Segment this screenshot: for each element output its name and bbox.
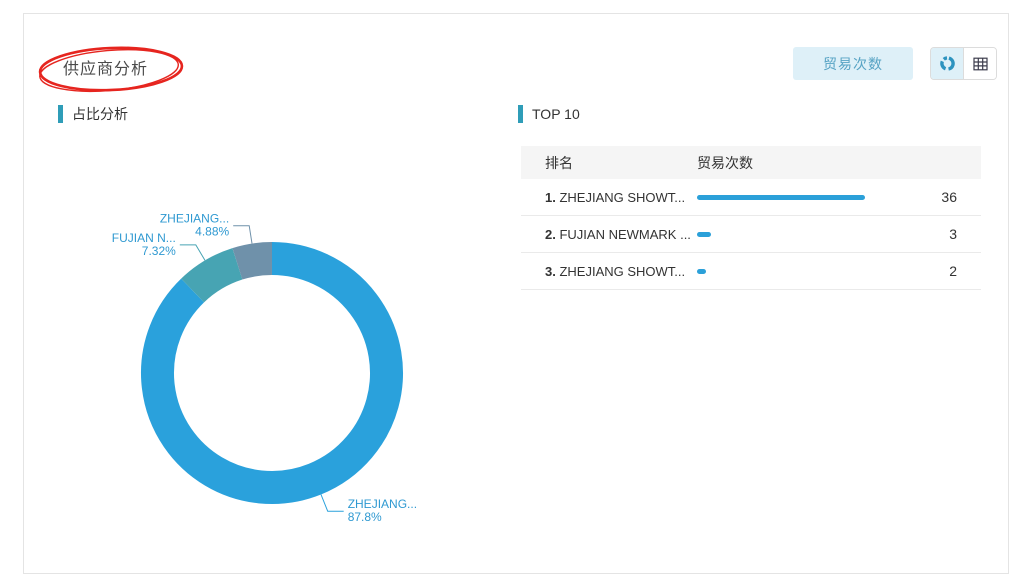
row-value: 36 xyxy=(941,189,957,205)
row-company: ZHEJIANG SHOWT... xyxy=(559,189,686,205)
row-value-bar xyxy=(697,194,865,200)
view-toggle-group xyxy=(930,47,997,80)
row-rank: 2. xyxy=(545,226,556,242)
pie-label: ZHEJIANG... 87.8% xyxy=(348,497,417,524)
trade-count-metric-button[interactable]: 贸易次数 xyxy=(793,47,913,80)
row-name: 1. ZHEJIANG SHOWT... xyxy=(521,190,697,205)
row-value-bar xyxy=(697,231,711,237)
row-name: 2. FUJIAN NEWMARK ... xyxy=(521,227,697,242)
table-row[interactable]: 3. ZHEJIANG SHOWT... 2 xyxy=(521,253,981,290)
pie-label: ZHEJIANG... 4.88% xyxy=(160,212,230,239)
section-accent-bar xyxy=(518,105,523,123)
row-name: 3. ZHEJIANG SHOWT... xyxy=(521,264,697,279)
donut-chart[interactable] xyxy=(141,242,403,504)
row-rank: 1. xyxy=(545,189,556,205)
table-header-row: 排名 贸易次数 xyxy=(521,146,981,179)
section-accent-bar xyxy=(58,105,63,123)
row-rank: 3. xyxy=(545,263,556,279)
row-company: ZHEJIANG SHOWT... xyxy=(559,263,686,279)
table-view-button[interactable] xyxy=(963,48,996,79)
row-bar-track xyxy=(697,194,897,200)
chart-view-button[interactable] xyxy=(931,48,963,79)
row-value: 3 xyxy=(949,226,957,242)
table-row[interactable]: 1. ZHEJIANG SHOWT... 36 xyxy=(521,179,981,216)
table-row[interactable]: 2. FUJIAN NEWMARK ... 3 xyxy=(521,216,981,253)
row-bar-track xyxy=(697,231,897,237)
header-metric: 贸易次数 xyxy=(697,154,753,171)
row-bar-track xyxy=(697,268,897,274)
section-proportion: 占比分析 xyxy=(58,104,128,124)
pie-label: FUJIAN N... 7.32% xyxy=(112,231,176,258)
supplier-analysis-card: 供应商分析 贸易次数 占比分析 TOP 10 xyxy=(23,13,1009,574)
section-top10: TOP 10 xyxy=(518,104,580,124)
page-title: 供应商分析 xyxy=(63,61,149,78)
donut-chart-icon xyxy=(939,56,955,71)
header-rank: 排名 xyxy=(545,154,573,171)
section-top10-label: TOP 10 xyxy=(532,106,580,122)
row-value: 2 xyxy=(949,263,957,279)
top10-table: 排名 贸易次数 1. ZHEJIANG SHOWT... 36 2. FUJIA… xyxy=(521,146,981,290)
pie-leader-line xyxy=(233,225,253,244)
row-value-bar xyxy=(697,268,706,274)
section-proportion-label: 占比分析 xyxy=(72,106,128,122)
pie-leader-line xyxy=(320,494,344,512)
row-company: FUJIAN NEWMARK ... xyxy=(559,226,691,242)
table-grid-icon xyxy=(972,57,988,70)
pie-leader-line xyxy=(179,244,206,261)
